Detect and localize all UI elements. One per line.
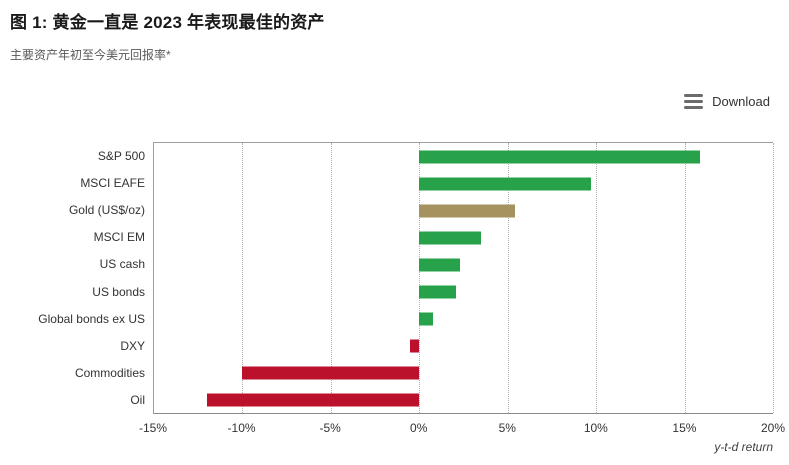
plot-area bbox=[153, 142, 774, 414]
download-button-label: Download bbox=[712, 94, 770, 109]
gridline bbox=[507, 143, 509, 413]
y-category-label: Global bonds ex US bbox=[38, 311, 145, 326]
y-category-label: Gold (US$/oz) bbox=[68, 203, 145, 217]
y-category-label: MSCI EAFE bbox=[80, 175, 145, 190]
y-category-label: DXY bbox=[120, 339, 145, 353]
page-title: 图 1: 黄金一直是 2023 年表现最佳的资产 bbox=[10, 13, 325, 32]
y-category-label: S&P 500 bbox=[97, 148, 145, 163]
gridline bbox=[773, 143, 774, 413]
bar-us-bonds bbox=[419, 285, 457, 298]
bar-s-p-500 bbox=[419, 150, 701, 163]
x-tick-label: -15% bbox=[138, 421, 168, 435]
x-tick-label: 0% bbox=[410, 421, 428, 435]
y-category-label: US bonds bbox=[92, 284, 145, 299]
x-axis-label: y-t-d return bbox=[714, 440, 773, 454]
x-tick-label: 5% bbox=[498, 421, 516, 435]
y-category-label: Oil bbox=[130, 393, 145, 408]
gridline bbox=[242, 143, 244, 413]
bar-msci-eafe bbox=[419, 177, 591, 190]
x-tick-label: -5% bbox=[319, 421, 341, 435]
x-axis-ticks: -15% -10% -5% 0% 5% 10% 15% 20% bbox=[139, 421, 785, 437]
bar-dxy bbox=[410, 339, 420, 352]
y-category-label: US cash bbox=[99, 257, 145, 272]
y-axis-labels: S&P 500 MSCI EAFE Gold (US$/oz) MSCI EM US c… bbox=[0, 142, 145, 414]
x-tick-label: 10% bbox=[583, 421, 608, 435]
y-category-label: MSCI EM bbox=[93, 230, 145, 245]
bar-gold-us-oz bbox=[419, 204, 515, 217]
page-subtitle: 主要资产年初至今美元回报率* bbox=[10, 48, 171, 62]
x-tick-label: 15% bbox=[672, 421, 697, 435]
hamburger-menu-icon bbox=[684, 94, 704, 109]
download-button[interactable]: Download bbox=[684, 94, 770, 109]
x-tick-label: 20% bbox=[760, 421, 786, 435]
gridline bbox=[684, 143, 686, 413]
bar-msci-em bbox=[419, 231, 482, 244]
bar-global-bonds-ex-us bbox=[419, 312, 434, 325]
bar-commodities bbox=[242, 366, 420, 379]
bar-oil bbox=[207, 393, 420, 406]
gridline bbox=[419, 143, 421, 413]
bar-us-cash bbox=[419, 258, 460, 271]
gridline bbox=[330, 143, 332, 413]
gridline bbox=[596, 143, 598, 413]
y-category-label: Commodities bbox=[74, 366, 145, 381]
x-tick-label: -10% bbox=[227, 421, 256, 435]
